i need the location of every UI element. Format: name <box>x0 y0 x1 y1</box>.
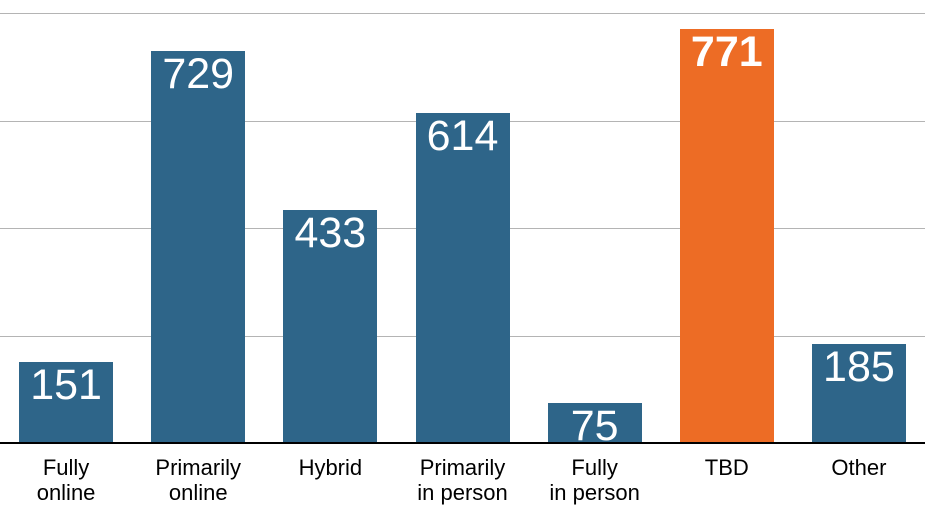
x-axis-labels: Fully online Primarily online Hybrid Primar… <box>0 455 925 515</box>
category-label-tbd: TBD <box>704 455 749 480</box>
value-label-fully-online: 151 <box>30 360 102 409</box>
plot-area: 151 729 433 614 75 771 185 <box>0 13 925 447</box>
value-label-tbd: 771 <box>690 27 763 76</box>
bar-hybrid: 433 <box>283 209 378 443</box>
category-label-primarily-online: Primarily online <box>155 455 241 505</box>
value-label-fully-in-person: 75 <box>570 401 619 450</box>
value-label-primarily-online: 729 <box>162 50 235 99</box>
bar-other: 185 <box>811 342 906 443</box>
category-label-other: Other <box>831 455 887 480</box>
gridline-800 <box>0 13 925 14</box>
value-label-other: 185 <box>823 342 895 391</box>
category-label-fully-in-person: Fully in person <box>549 455 640 505</box>
bar-fully-in-person: 75 <box>547 402 642 447</box>
bar-tbd: 771 <box>679 27 774 443</box>
category-label-hybrid: Hybrid <box>298 455 363 480</box>
bar-fully-online: 151 <box>19 360 114 443</box>
category-label-fully-online: Fully online <box>36 455 96 505</box>
category-label-primarily-in-person: Primarily in person <box>417 455 508 505</box>
value-label-hybrid: 433 <box>294 209 367 258</box>
bar-primarily-online: 729 <box>151 50 246 443</box>
bar-primarily-in-person: 614 <box>415 111 510 443</box>
x-axis-line <box>0 442 925 444</box>
value-label-primarily-in-person: 614 <box>426 111 499 160</box>
